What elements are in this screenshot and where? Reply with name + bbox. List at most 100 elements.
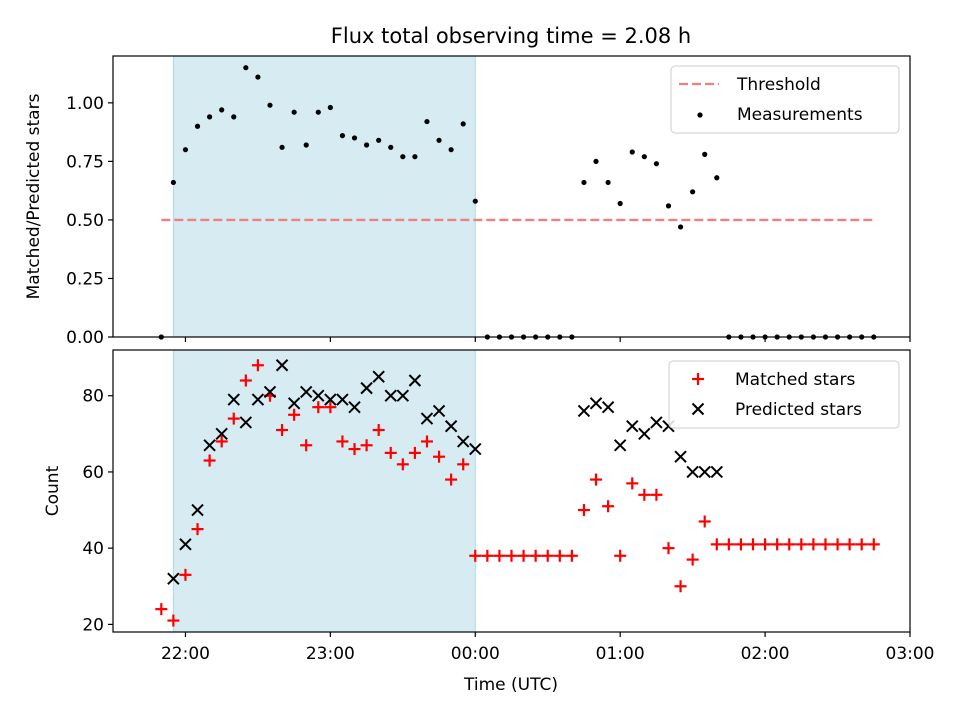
matched-star-point [251, 359, 264, 372]
y-axis-label: Count [43, 465, 63, 516]
measurement-point [400, 154, 406, 160]
predicted-star-point [577, 404, 591, 418]
matched-star-point [493, 549, 506, 562]
x-tick-label: 01:00 [596, 644, 645, 664]
matched-star-point [602, 500, 615, 513]
measurement-point [231, 114, 237, 120]
matched-star-point [529, 549, 542, 562]
y-tick-label: 20 [82, 615, 104, 635]
matched-star-point [215, 435, 228, 448]
matched-star-point [312, 401, 325, 414]
measurement-point [605, 179, 611, 186]
matched-star-point [227, 412, 240, 425]
matched-star-point [662, 542, 675, 555]
legend-plus-marker [692, 373, 704, 385]
matched-star-point [590, 473, 603, 486]
predicted-star-point [469, 442, 482, 456]
predicted-star-point [215, 427, 228, 441]
y-tick-label: 0.00 [66, 328, 104, 348]
matched-star-point [650, 488, 663, 501]
measurement-point [303, 142, 309, 148]
measurement-point [170, 179, 176, 186]
matched-star-point [505, 549, 518, 562]
measurement-point [714, 175, 720, 181]
matched-star-point [710, 538, 723, 551]
predicted-star-point [420, 412, 434, 425]
legend-predicted-label: Predicted stars [735, 400, 862, 420]
predicted-star-point [348, 400, 361, 414]
measurement-point [279, 144, 285, 150]
matched-star-point [855, 538, 868, 551]
matched-star-point [783, 538, 796, 551]
y-axis-ticks: 20 40 60 80 [82, 387, 113, 635]
matched-star-point [722, 538, 735, 551]
legend-matched-label: Matched stars [735, 370, 855, 390]
measurement-point [363, 142, 370, 148]
predicted-star-point [456, 435, 470, 448]
predicted-star-point [263, 385, 277, 399]
predicted-star-point [384, 389, 397, 402]
matched-star-point [384, 446, 397, 459]
measurement-point [581, 179, 587, 186]
matched-star-point [276, 424, 289, 437]
predicted-star-point [613, 439, 627, 452]
y-axis-ticks: 0.00 0.25 0.50 0.75 1.00 [66, 94, 113, 348]
matched-star-point [747, 538, 760, 551]
matched-star-point [433, 450, 446, 463]
x-tick-label: 22:00 [161, 644, 210, 664]
measurement-point [665, 203, 672, 209]
y-tick-label: 80 [82, 387, 104, 407]
legend-matched-swatch [692, 373, 704, 385]
x-axis-label: Time (UTC) [463, 675, 558, 695]
legend: Matched stars Predicted stars [668, 360, 900, 429]
matched-star-point [469, 549, 482, 562]
measurement-point [641, 154, 647, 160]
predicted-star-point [275, 359, 289, 372]
matched-star-point [771, 538, 784, 551]
matched-star-point [698, 515, 711, 528]
matched-star-point [239, 374, 252, 387]
matched-star-point [831, 538, 844, 551]
top-panel: Flux total observing time = 2.08 h 0.000… [24, 24, 911, 348]
measurement-point [255, 74, 261, 80]
matched-star-point [445, 473, 458, 486]
measurement-point [424, 118, 430, 125]
measurement-point [291, 109, 297, 115]
predicted-star-point [203, 439, 216, 452]
legend-measurements-swatch [697, 112, 703, 118]
measurement-point [339, 133, 346, 139]
predicted-star-point [432, 404, 446, 418]
shaded-interval [172, 349, 476, 633]
matched-star-point [203, 454, 216, 467]
matched-star-point [396, 458, 409, 471]
measurement-point [327, 104, 333, 111]
matched-star-point [179, 568, 192, 581]
matched-star-point [807, 538, 820, 551]
matched-stars-series [155, 359, 880, 627]
matched-star-point [191, 523, 204, 536]
legend-predicted-swatch [691, 402, 705, 416]
matched-star-point [614, 549, 627, 562]
legend-frame [670, 65, 900, 134]
legend: Threshold Measurements [670, 65, 900, 134]
measurement-point [617, 200, 623, 207]
matched-star-point [541, 549, 554, 562]
predicted-stars-series [167, 359, 723, 585]
measurement-point [376, 137, 382, 143]
matched-star-point [674, 580, 687, 593]
predicted-star-point [336, 393, 349, 406]
matched-star-point [734, 538, 747, 551]
measurement-point [677, 224, 684, 230]
y-tick-label: 1.00 [66, 94, 104, 114]
predicted-star-point [698, 465, 711, 479]
y-tick-label: 0.50 [66, 211, 104, 231]
measurement-point [412, 154, 418, 160]
chart-title: Flux total observing time = 2.08 h [331, 24, 691, 48]
matched-star-point [324, 401, 337, 414]
measurement-point [182, 147, 189, 153]
predicted-star-point [444, 420, 458, 433]
measurement-point [702, 151, 708, 157]
measurement-point [460, 121, 466, 127]
